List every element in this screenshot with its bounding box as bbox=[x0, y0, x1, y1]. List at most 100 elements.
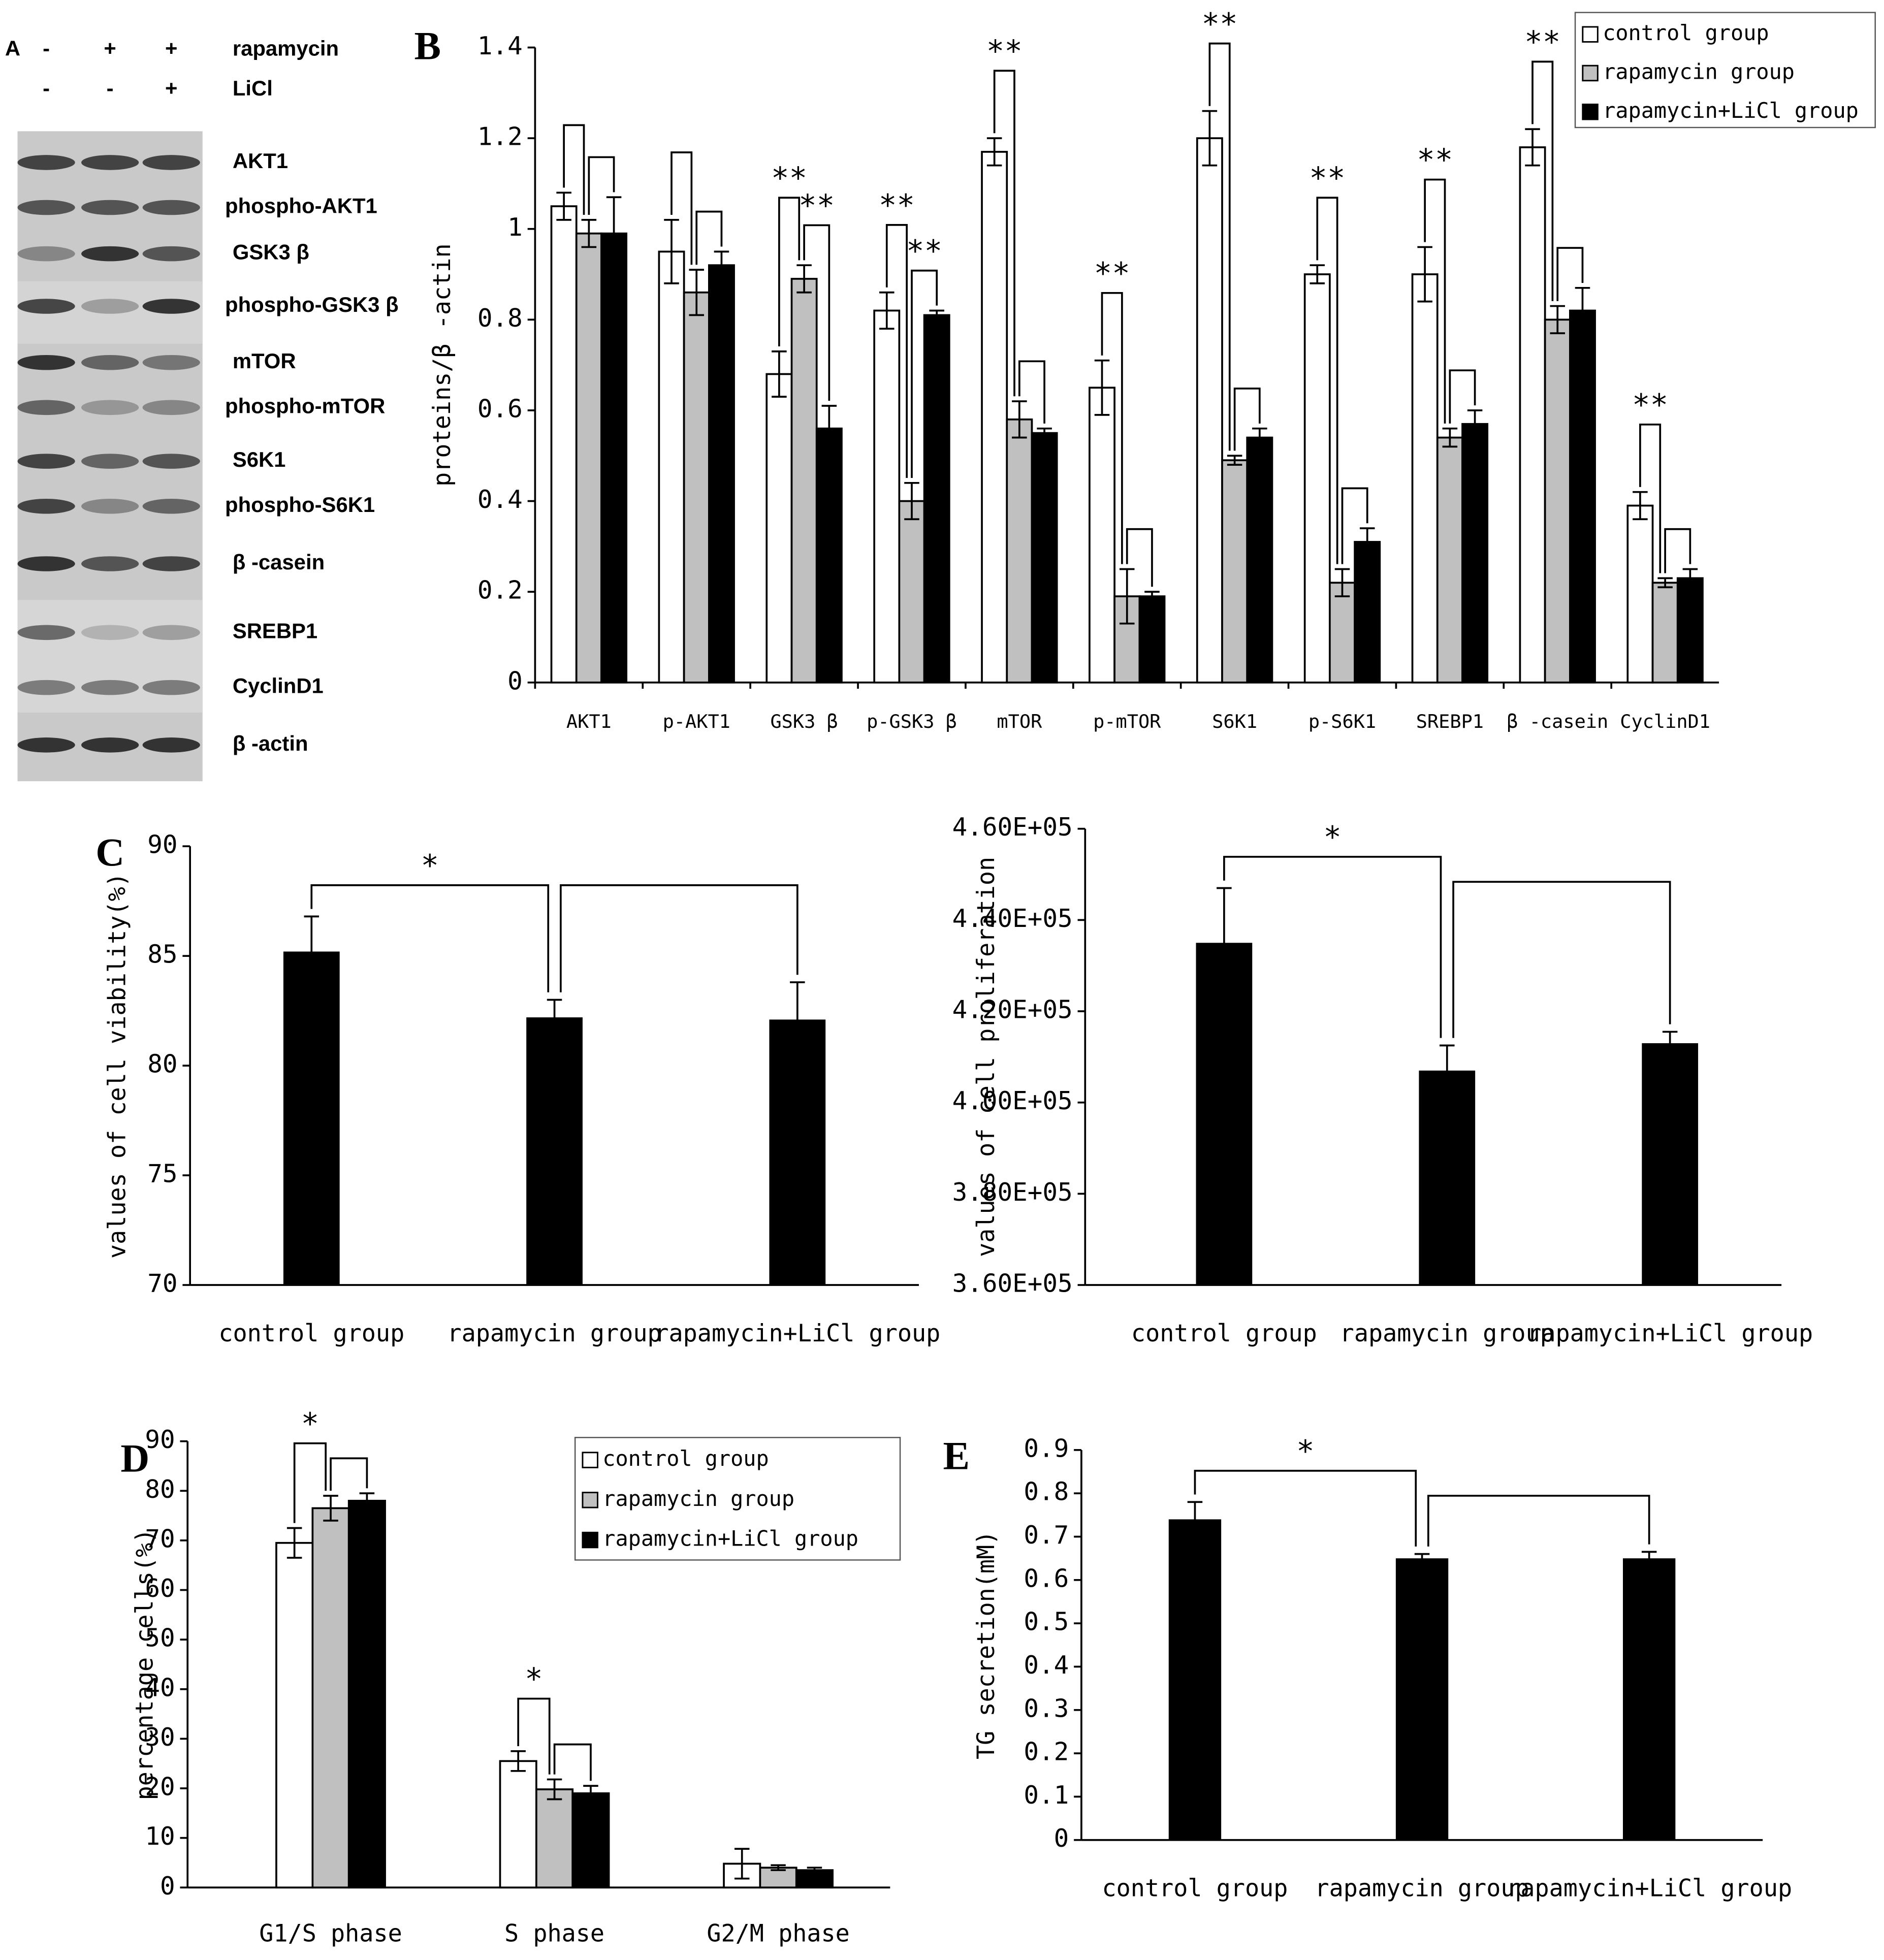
treatment-sign: + bbox=[104, 36, 116, 60]
y-tick-label: 0.8 bbox=[1024, 1477, 1069, 1506]
y-tick-label: 60 bbox=[145, 1573, 175, 1603]
y-tick-label: 90 bbox=[147, 830, 177, 859]
protein-label: phospho-AKT1 bbox=[225, 194, 377, 218]
legend-swatch bbox=[1582, 65, 1599, 82]
y-tick-label: 0 bbox=[160, 1871, 175, 1901]
significance-bracket bbox=[1556, 247, 1584, 301]
significance-bracket bbox=[1194, 1469, 1417, 1547]
x-tick-label: β -casein bbox=[1507, 711, 1608, 732]
error-bar bbox=[1414, 1553, 1430, 1564]
x-tick-label: AKT1 bbox=[566, 711, 612, 732]
legend-label: rapamycin+LiCl group bbox=[1603, 98, 1859, 123]
blot-band bbox=[17, 454, 75, 469]
protein-label: S6K1 bbox=[233, 447, 286, 471]
bar bbox=[769, 1019, 826, 1286]
legend-box bbox=[574, 1437, 901, 1561]
bar bbox=[1303, 273, 1331, 684]
bar bbox=[765, 373, 793, 684]
y-axis-label: TG secretion(mM) bbox=[973, 1531, 1000, 1759]
y-tick-label: 70 bbox=[145, 1524, 175, 1553]
bar bbox=[575, 232, 602, 684]
western-blot: A - + + rapamycin- - + LiClAKT1phospho-AKT1GSK3… bbox=[5, 36, 399, 782]
bar bbox=[923, 314, 950, 684]
error-bar bbox=[1012, 400, 1027, 439]
blot-band bbox=[142, 625, 200, 640]
error-bar bbox=[986, 137, 1002, 167]
legend-label: control group bbox=[602, 1446, 769, 1471]
y-tick-label: 50 bbox=[145, 1623, 175, 1653]
error-bar bbox=[581, 219, 597, 248]
significance-bracket bbox=[993, 70, 1015, 397]
significance-mark: * bbox=[421, 848, 439, 883]
blot-band bbox=[142, 400, 200, 415]
blot-band bbox=[81, 556, 139, 571]
significance-mark: * bbox=[1296, 1433, 1315, 1468]
error-bar bbox=[1094, 359, 1110, 416]
legend-label: rapamycin group bbox=[1603, 59, 1795, 84]
bar bbox=[347, 1499, 386, 1889]
error-bar bbox=[1202, 110, 1218, 167]
bar bbox=[790, 278, 818, 684]
significance-bracket bbox=[1664, 528, 1691, 573]
significance-mark: ** bbox=[1524, 24, 1560, 59]
significance-bracket bbox=[330, 1457, 368, 1491]
y-tick-label: 0.2 bbox=[477, 575, 523, 605]
bar bbox=[1544, 318, 1571, 684]
significance-mark: ** bbox=[1309, 160, 1345, 196]
y-tick-label: 0 bbox=[507, 666, 523, 695]
x-tick-label: control group bbox=[218, 1320, 404, 1347]
bar bbox=[550, 205, 578, 684]
blot-band bbox=[142, 737, 200, 753]
error-bar bbox=[1334, 568, 1350, 597]
significance-bracket bbox=[1223, 856, 1442, 1038]
x-tick-label: mTOR bbox=[997, 711, 1042, 732]
significance-mark: * bbox=[301, 1406, 320, 1441]
significance-bracket bbox=[1452, 881, 1671, 1038]
y-tick-label: 0 bbox=[1054, 1823, 1069, 1853]
protein-label: phospho-S6K1 bbox=[225, 493, 375, 517]
y-tick-label: 0.1 bbox=[1024, 1780, 1069, 1810]
error-bar bbox=[1575, 286, 1590, 334]
legend-label: control group bbox=[1603, 20, 1769, 45]
legend-label: rapamycin+LiCl group bbox=[602, 1526, 858, 1551]
significance-bracket bbox=[911, 269, 938, 478]
blot-band bbox=[81, 400, 139, 415]
error-bar bbox=[1187, 1501, 1203, 1538]
error-bar bbox=[1442, 427, 1458, 448]
blot-band bbox=[142, 454, 200, 469]
x-tick-label: p-GSK3 β bbox=[867, 711, 957, 732]
blot-band bbox=[17, 246, 75, 262]
x-tick-label: p-AKT1 bbox=[663, 711, 730, 732]
blot-band bbox=[81, 246, 139, 262]
error-bar bbox=[510, 1750, 526, 1772]
bar bbox=[311, 1507, 350, 1889]
protein-label: SREBP1 bbox=[233, 619, 317, 642]
bar bbox=[1419, 1070, 1476, 1286]
blot-band bbox=[142, 680, 200, 695]
blot-band bbox=[17, 400, 75, 415]
panel-label: E bbox=[943, 1434, 970, 1479]
blot-band bbox=[17, 625, 75, 640]
y-tick-label: 1 bbox=[507, 212, 523, 242]
y-tick-label: 4.60E+05 bbox=[952, 812, 1073, 842]
significance-mark: * bbox=[1323, 820, 1342, 855]
blot-band bbox=[142, 155, 200, 170]
x-tick-label: p-S6K1 bbox=[1308, 711, 1376, 732]
bar bbox=[1196, 137, 1223, 684]
significance-bracket bbox=[1424, 178, 1446, 424]
x-tick-label: rapamycin group bbox=[1340, 1320, 1554, 1347]
y-axis-label: values of cell viability(%) bbox=[104, 873, 131, 1259]
y-tick-label: 0.6 bbox=[477, 394, 523, 423]
treatment-label: LiCl bbox=[233, 76, 273, 100]
treatment-sign: - bbox=[43, 36, 50, 60]
y-tick-label: 0.3 bbox=[1024, 1693, 1069, 1723]
y-tick-label: 0.7 bbox=[1024, 1520, 1069, 1550]
blot-band bbox=[81, 625, 139, 640]
x-tick-label: rapamycin group bbox=[447, 1320, 661, 1347]
x-tick-label: rapamycin+LiCl group bbox=[1506, 1875, 1792, 1903]
blot-band bbox=[81, 454, 139, 469]
legend-box bbox=[1574, 12, 1876, 128]
error-bar bbox=[1417, 246, 1432, 303]
legend-swatch bbox=[1582, 26, 1599, 43]
